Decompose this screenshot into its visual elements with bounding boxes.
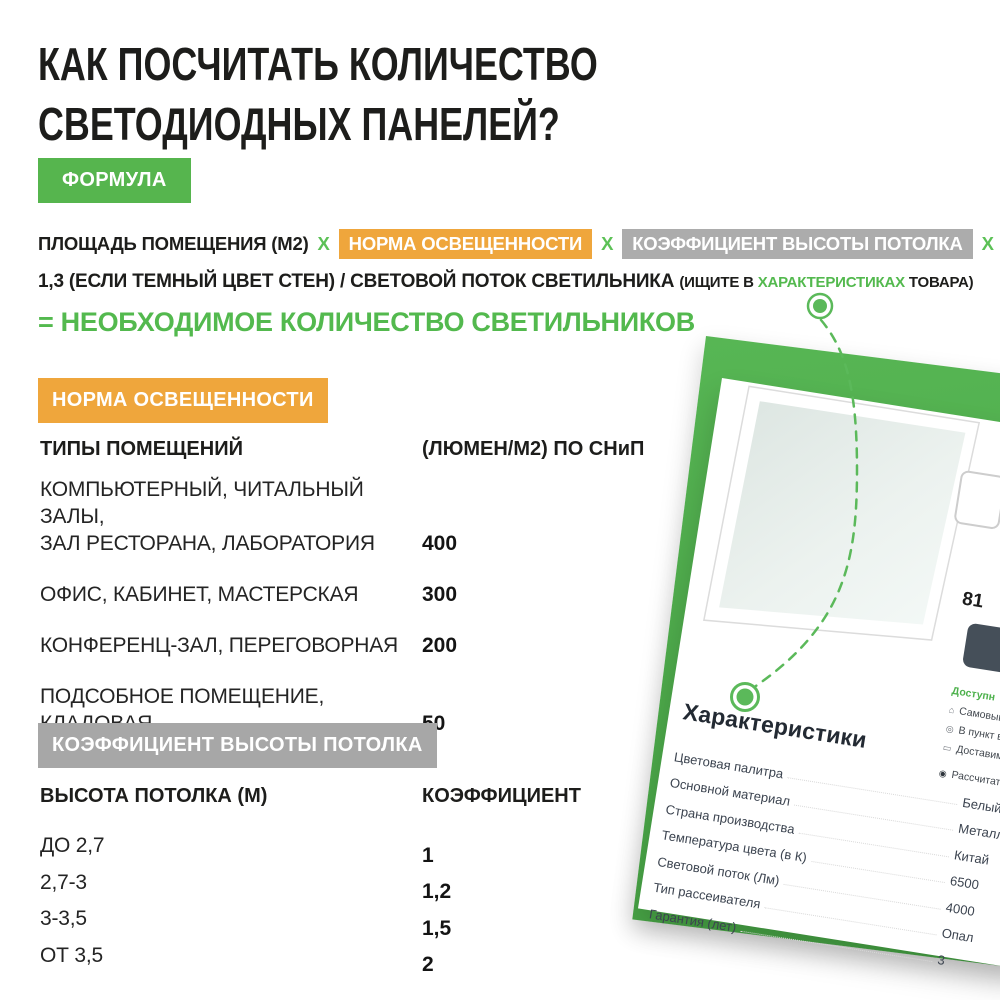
height-col1-header: ВЫСОТА ПОТОЛКА (М) [40, 785, 268, 807]
title-line-1: КАК ПОСЧИТАТЬ КОЛИЧЕСТВО [38, 38, 598, 90]
page-title: КАК ПОСЧИТАТЬ КОЛИЧЕСТВО СВЕТОДИОДНЫХ ПАН… [38, 34, 598, 154]
product-price: 81 [960, 588, 985, 613]
title-line-2: СВЕТОДИОДНЫХ ПАНЕЛЕЙ? [38, 98, 560, 150]
delivery-icon: ◎ [945, 723, 955, 735]
coefficient-value: 2 [422, 953, 434, 976]
table-row: 3-3,5 1,5 [0, 905, 560, 942]
room-type-label: ОФИС, КАБИНЕТ, МАСТЕРСКАЯ [40, 583, 359, 606]
note-prefix: (ИЩИТЕ В [679, 274, 758, 291]
table-row: КОМПЬЮТЕРНЫЙ, ЧИТАЛЬНЫЙ ЗАЛЫ, ЗАЛ РЕСТОР… [0, 476, 560, 557]
formula-line-2: 1,3 (ЕСЛИ ТЕМНЫЙ ЦВЕТ СТЕН) / СВЕТОВОЙ П… [38, 271, 974, 293]
formula-norm-chip: НОРМА ОСВЕЩЕННОСТИ [338, 229, 593, 259]
table-row: ОТ 3,5 2 [0, 942, 560, 979]
coefficient-value: 1,2 [422, 880, 452, 903]
multiply-sign: X [317, 233, 330, 254]
ceiling-height-label: 2,7-3 [40, 870, 87, 894]
note-characteristics-link: ХАРАКТЕРИСТИКАХ [757, 274, 905, 291]
formula-line2-main: 1,3 (ЕСЛИ ТЕМНЫЙ ЦВЕТ СТЕН) / СВЕТОВОЙ П… [38, 271, 675, 292]
formula-area-term: ПЛОЩАДЬ ПОМЕЩЕНИЯ (М2) [38, 233, 309, 254]
height-table-rows: ДО 2,7 1 2,7-3 1,2 3-3,5 1,5 ОТ 3,5 2 [0, 832, 560, 978]
formula-result: = НЕОБХОДИМОЕ КОЛИЧЕСТВО СВЕТИЛЬНИКОВ [38, 307, 695, 337]
lumen-value: 400 [422, 532, 458, 555]
formula-ceiling-chip: КОЭФФИЦИЕНТ ВЫСОТЫ ПОТОЛКА [622, 229, 973, 259]
norm-col1-header: ТИПЫ ПОМЕЩЕНИЙ [40, 438, 243, 460]
coefficient-value: 1,5 [422, 916, 452, 940]
norm-badge: НОРМА ОСВЕЩЕННОСТИ [38, 378, 328, 423]
led-panel-image [703, 385, 981, 641]
room-type-label: КОНФЕРЕНЦ-ЗАЛ, ПЕРЕГОВОРНАЯ [40, 634, 399, 657]
table-row: 2,7-3 1,2 [0, 869, 560, 906]
delivery-icon: ⌂ [948, 704, 956, 716]
ceiling-height-label: 3-3,5 [40, 907, 87, 930]
ceiling-height-label: ДО 2,7 [40, 834, 105, 857]
ceiling-badge: КОЭФФИЦИЕНТ ВЫСОТЫ ПОТОЛКА [38, 723, 437, 768]
ceiling-height-label: ОТ 3,5 [40, 943, 103, 967]
multiply-sign: X [601, 233, 614, 254]
norm-table-rows: КОМПЬЮТЕРНЫЙ, ЧИТАЛЬНЫЙ ЗАЛЫ, ЗАЛ РЕСТОР… [0, 476, 560, 761]
lumen-value: 300 [422, 583, 458, 606]
lumen-value: 200 [422, 634, 458, 657]
norm-col2-header: (ЛЮМЕН/М2) ПО СНиП [422, 438, 645, 460]
add-to-cart-button[interactable] [961, 622, 1000, 682]
spec-leader-line [740, 929, 933, 962]
spec-value: 3 [936, 951, 947, 968]
connector-top-circle [806, 292, 834, 320]
coefficient-value: 1 [422, 843, 434, 867]
spec-label: Гарантия (лет) [648, 905, 738, 935]
note-suffix: ТОВАРА) [904, 274, 974, 291]
height-col2-header: КОЭФФИЦИЕНТ [422, 785, 581, 807]
table-row: ДО 2,7 1 [0, 832, 560, 869]
room-type-label: КОМПЬЮТЕРНЫЙ, ЧИТАЛЬНЫЙ ЗАЛЫ, ЗАЛ РЕСТОР… [40, 478, 375, 555]
table-row: ОФИС, КАБИНЕТ, МАСТЕРСКАЯ 300 [0, 581, 560, 608]
delivery-icon: ▭ [942, 742, 953, 754]
formula-badge: ФОРМУЛА [38, 158, 191, 203]
formula-note: (ИЩИТЕ В ХАРАКТЕРИСТИКАХ ТОВАРА) [679, 274, 973, 291]
table-row: КОНФЕРЕНЦ-ЗАЛ, ПЕРЕГОВОРНАЯ 200 [0, 632, 560, 659]
formula-line-1: ПЛОЩАДЬ ПОМЕЩЕНИЯ (М2) X НОРМА ОСВЕЩЕННО… [38, 229, 994, 259]
multiply-sign: X [981, 233, 994, 254]
variant-thumbnail[interactable] [953, 469, 1000, 531]
